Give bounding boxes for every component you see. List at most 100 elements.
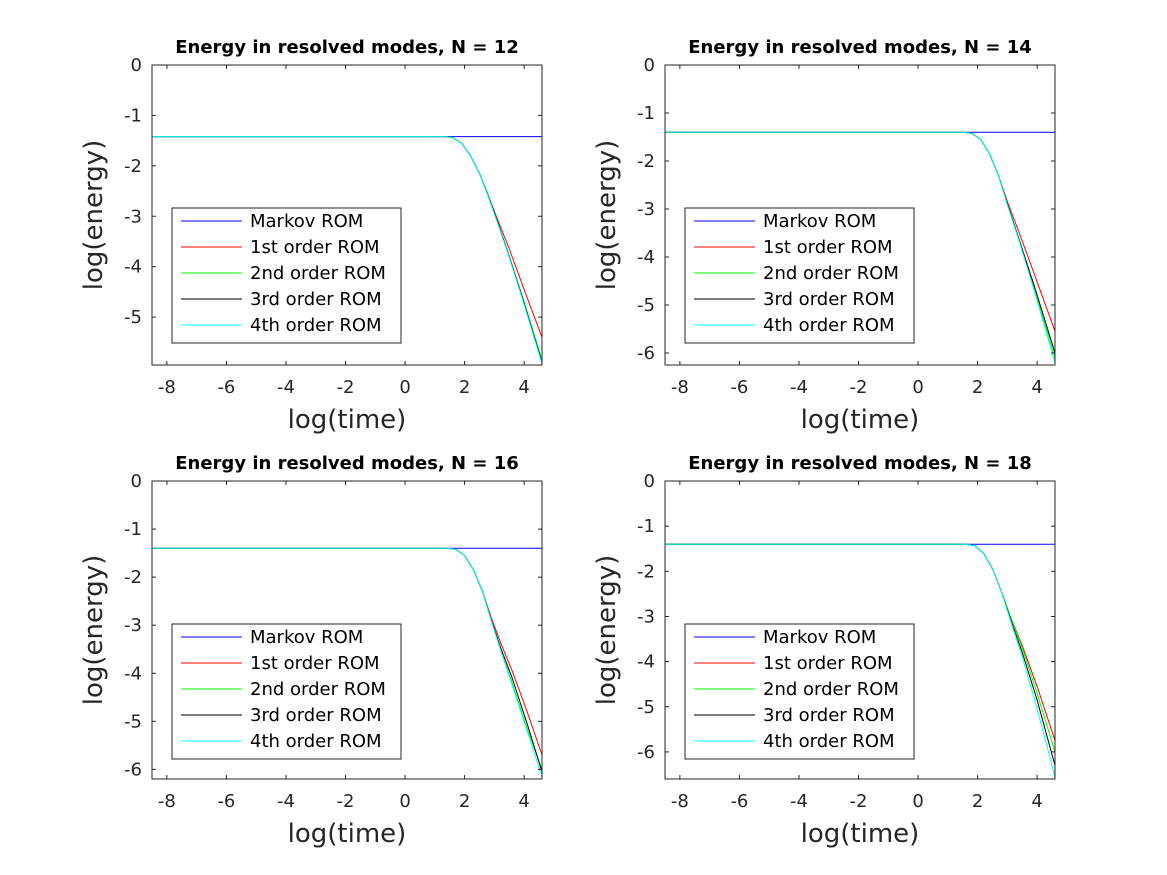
x-tick-label: -4 bbox=[277, 791, 295, 812]
x-tick-label: 0 bbox=[912, 377, 923, 398]
legend-entry: 4th order ROM bbox=[763, 731, 895, 752]
y-tick-label: 0 bbox=[644, 471, 655, 492]
legend-entry: 3rd order ROM bbox=[250, 289, 382, 310]
chart-title: Energy in resolved modes, N = 12 bbox=[175, 37, 519, 58]
chart-title: Energy in resolved modes, N = 18 bbox=[688, 453, 1032, 474]
y-tick-label: -2 bbox=[637, 151, 655, 172]
legend: Markov ROM 1st order ROM 2nd order ROM 3rd … bbox=[171, 623, 402, 760]
legend-entry: 2nd order ROM bbox=[763, 679, 899, 700]
y-tick-label: -4 bbox=[124, 663, 142, 684]
x-tick-label: -4 bbox=[277, 377, 295, 398]
legend-box bbox=[171, 623, 402, 760]
legend-entry: 1st order ROM bbox=[763, 653, 893, 674]
legend: Markov ROM 1st order ROM 2nd order ROM 3rd … bbox=[171, 207, 402, 344]
y-tick-label: 0 bbox=[644, 55, 655, 76]
chart-panel-1: -8 -6 -4 -2 0 2 4 0 -1 -2 -3 -4 -5 Energy in resolved… bbox=[79, 37, 543, 435]
y-tick-label: 0 bbox=[131, 471, 142, 492]
y-tick-label: -2 bbox=[637, 561, 655, 582]
chart-title: Energy in resolved modes, N = 16 bbox=[175, 453, 519, 474]
y-axis-label: log(energy) bbox=[592, 555, 622, 706]
x-tick-label: 2 bbox=[972, 377, 983, 398]
x-tick-label: -4 bbox=[790, 791, 808, 812]
legend-entry: 1st order ROM bbox=[763, 237, 893, 258]
y-tick-label: -1 bbox=[124, 519, 142, 540]
x-axis-label: log(time) bbox=[288, 819, 407, 849]
x-axis-label: log(time) bbox=[801, 405, 920, 435]
legend: Markov ROM 1st order ROM 2nd order ROM 3rd … bbox=[684, 623, 915, 760]
legend-entry: 4th order ROM bbox=[763, 315, 895, 336]
legend-entry: Markov ROM bbox=[763, 627, 876, 648]
y-tick-label: -1 bbox=[637, 516, 655, 537]
y-tick-label: -3 bbox=[124, 206, 142, 227]
x-tick-label: -6 bbox=[730, 377, 748, 398]
y-axis-label: log(energy) bbox=[79, 140, 109, 291]
x-tick-label: -6 bbox=[217, 377, 235, 398]
x-tick-label: -6 bbox=[730, 791, 748, 812]
legend-box bbox=[684, 207, 915, 344]
y-tick-label: -3 bbox=[124, 615, 142, 636]
x-tick-label: 0 bbox=[399, 377, 410, 398]
y-tick-label: -6 bbox=[637, 343, 655, 364]
x-tick-label: -2 bbox=[850, 791, 868, 812]
legend-entry: Markov ROM bbox=[250, 211, 363, 232]
y-tick-label: 0 bbox=[131, 55, 142, 76]
series-line-4th-order-rom bbox=[152, 136, 542, 365]
y-axis-label: log(energy) bbox=[592, 140, 622, 291]
x-tick-label: 0 bbox=[399, 791, 410, 812]
x-tick-label: 2 bbox=[459, 791, 470, 812]
legend-entry: 1st order ROM bbox=[250, 237, 380, 258]
y-tick-label: -6 bbox=[637, 742, 655, 763]
legend-entry: 4th order ROM bbox=[250, 315, 382, 336]
x-tick-label: 4 bbox=[1031, 377, 1042, 398]
x-tick-label: 4 bbox=[1031, 791, 1042, 812]
y-tick-label: -2 bbox=[124, 156, 142, 177]
x-tick-label: -4 bbox=[790, 377, 808, 398]
x-tick-label: -8 bbox=[158, 377, 176, 398]
x-tick-label: 2 bbox=[459, 377, 470, 398]
y-tick-label: -3 bbox=[637, 606, 655, 627]
legend-entry: Markov ROM bbox=[250, 627, 363, 648]
x-tick-label: 2 bbox=[972, 791, 983, 812]
axes-box bbox=[664, 64, 1056, 366]
x-axis-label: log(time) bbox=[288, 405, 407, 435]
legend-entry: 2nd order ROM bbox=[763, 263, 899, 284]
y-tick-label: -4 bbox=[637, 652, 655, 673]
series-group bbox=[152, 136, 542, 365]
y-tick-label: -1 bbox=[637, 103, 655, 124]
chart-panel-4: -8 -6 -4 -2 0 2 4 0 -1 -2 -3 -4 -5 -6 Energy in resolv… bbox=[592, 453, 1056, 849]
y-tick-label: -4 bbox=[124, 257, 142, 278]
legend-entry: 1st order ROM bbox=[250, 653, 380, 674]
legend-box bbox=[684, 623, 915, 760]
y-axis-label: log(energy) bbox=[79, 555, 109, 706]
x-tick-label: 4 bbox=[518, 377, 529, 398]
series-group bbox=[665, 543, 1055, 777]
legend-box bbox=[171, 207, 402, 344]
y-tick-label: -3 bbox=[637, 199, 655, 220]
series-group bbox=[152, 547, 542, 777]
y-tick-label: -4 bbox=[637, 247, 655, 268]
legend-entry: 3rd order ROM bbox=[763, 289, 895, 310]
chart-panel-2: -8 -6 -4 -2 0 2 4 0 -1 -2 -3 -4 -5 -6 Energy in resolv… bbox=[592, 37, 1056, 435]
x-tick-label: -8 bbox=[158, 791, 176, 812]
axes-box bbox=[151, 64, 543, 366]
legend-entry: 2nd order ROM bbox=[250, 679, 386, 700]
series-group bbox=[665, 131, 1055, 363]
y-tick-label: -5 bbox=[637, 295, 655, 316]
x-tick-label: -2 bbox=[337, 377, 355, 398]
x-tick-label: -2 bbox=[850, 377, 868, 398]
y-tick-label: -6 bbox=[124, 759, 142, 780]
x-tick-label: 4 bbox=[518, 791, 529, 812]
y-tick-label: -5 bbox=[124, 307, 142, 328]
legend-entry: Markov ROM bbox=[763, 211, 876, 232]
legend-entry: 4th order ROM bbox=[250, 731, 382, 752]
y-tick-label: -5 bbox=[124, 711, 142, 732]
legend: Markov ROM 1st order ROM 2nd order ROM 3rd … bbox=[684, 207, 915, 344]
x-axis-label: log(time) bbox=[801, 819, 920, 849]
x-tick-label: 0 bbox=[912, 791, 923, 812]
y-tick-label: -5 bbox=[637, 697, 655, 718]
chart-panel-3: -8 -6 -4 -2 0 2 4 0 -1 -2 -3 -4 -5 -6 Energy in resolv… bbox=[79, 453, 543, 849]
legend-entry: 2nd order ROM bbox=[250, 263, 386, 284]
chart-title: Energy in resolved modes, N = 14 bbox=[688, 37, 1032, 58]
series-line-4th-order-rom bbox=[665, 543, 1055, 777]
